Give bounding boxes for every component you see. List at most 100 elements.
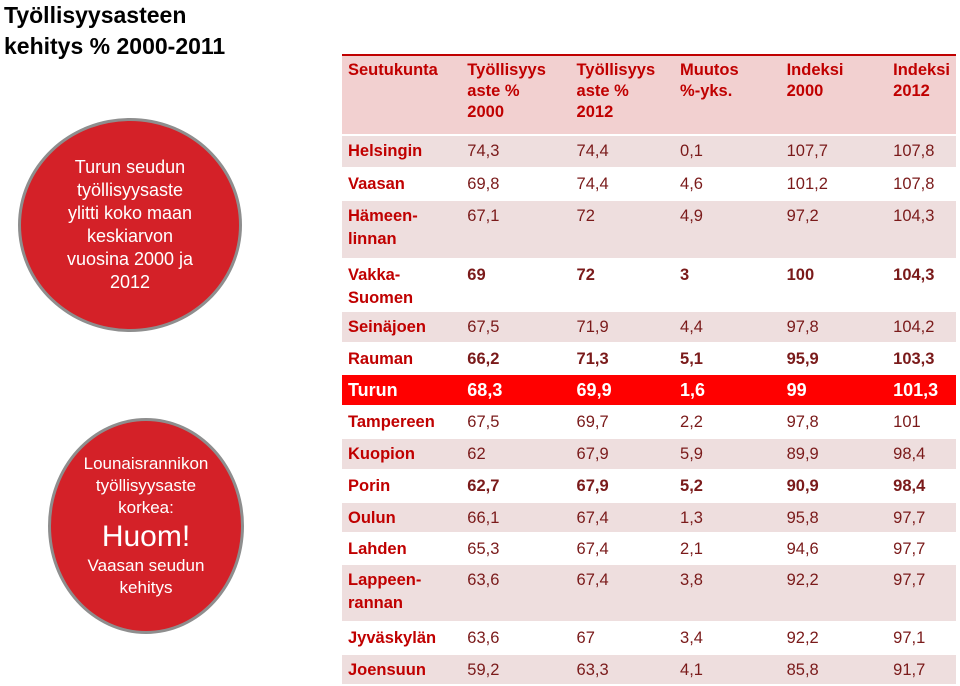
region-name-line: Suomen — [348, 289, 414, 307]
region-name-line: Turun — [348, 380, 398, 400]
value-cell: 67,9 — [576, 477, 609, 495]
column-header: Indeksi 2012 — [887, 55, 956, 135]
value-cell: 4,6 — [680, 175, 703, 193]
title-line-1: Työllisyysasteen — [4, 2, 187, 28]
value-cell: 67,4 — [576, 571, 609, 589]
value-cell: 59,2 — [467, 661, 500, 679]
table-row: Oulun 66,1 67,4 1,3 95,8 97,7 — [342, 502, 956, 533]
value-cell: 72 — [576, 207, 595, 225]
callout-emphasis: Huom! — [101, 520, 191, 553]
column-header-line: aste % — [467, 82, 520, 100]
value-cell: 67,5 — [467, 413, 500, 431]
region-name-line: Rauman — [348, 350, 414, 368]
region-name-line: Vaasan — [348, 175, 405, 193]
value-cell: 107,7 — [786, 142, 828, 160]
value-cell: 66,1 — [467, 509, 500, 527]
value-cell: 74,3 — [467, 142, 500, 160]
table-row: Tampereen 67,5 69,7 2,2 97,8 101 — [342, 406, 956, 438]
value-cell: 62,7 — [467, 477, 500, 495]
value-cell: 63,6 — [467, 571, 500, 589]
value-cell: 92,2 — [786, 571, 819, 589]
value-cell: 63,3 — [576, 661, 609, 679]
value-cell: 74,4 — [576, 142, 609, 160]
value-cell: 67 — [576, 629, 595, 647]
page-title: Työllisyysasteen kehitys % 2000-2011 — [4, 0, 304, 62]
region-name-cell: Tampereen — [342, 406, 461, 438]
column-header: Indeksi 2000 — [781, 55, 888, 135]
table-row: Turun 68,3 69,9 1,6 99 101,3 — [342, 374, 956, 406]
column-header: Työllisyys aste % 2000 — [461, 55, 570, 135]
value-cell: 69 — [467, 266, 486, 284]
value-cell: 85,8 — [786, 661, 819, 679]
column-header-line: %-yks. — [680, 82, 733, 100]
value-cell: 67,5 — [467, 318, 500, 336]
column-header-line: aste % — [576, 82, 629, 100]
value-cell: 104,3 — [893, 266, 935, 284]
value-cell: 103,3 — [893, 350, 935, 368]
value-cell: 65,3 — [467, 540, 500, 558]
value-cell: 3 — [680, 266, 690, 284]
region-name-line: Hämeen- — [348, 207, 418, 225]
table-row: Lahden 65,3 67,4 2,1 94,6 97,7 — [342, 533, 956, 564]
column-header-line: Työllisyys — [576, 61, 656, 79]
table-row: Porin 62,7 67,9 5,2 90,9 98,4 — [342, 470, 956, 502]
region-name-cell: Lappeen-rannan — [342, 564, 461, 622]
callout-line: Vaasan seudun — [87, 556, 205, 575]
region-name-line: Helsingin — [348, 142, 423, 160]
value-cell: 107,8 — [893, 175, 935, 193]
value-cell: 67,9 — [576, 445, 609, 463]
value-cell: 94,6 — [786, 540, 819, 558]
value-cell: 3,8 — [680, 571, 703, 589]
value-cell: 2,1 — [680, 540, 703, 558]
value-cell: 95,9 — [786, 350, 819, 368]
callout-turku: Turun seudun työllisyysaste ylitti koko … — [18, 118, 242, 332]
callout-southwest-coast: Lounaisrannikon työllisyysaste korkea: H… — [48, 418, 244, 634]
value-cell: 101,3 — [893, 380, 939, 400]
region-name-cell: Lahden — [342, 533, 461, 564]
table-row: Lappeen-rannan 63,6 67,4 3,8 92,2 97,7 — [342, 564, 956, 622]
region-name-cell: Kuopion — [342, 438, 461, 470]
value-cell: 69,9 — [576, 380, 612, 400]
employment-rate-table: Seutukunta Työllisyys aste % 2000 Työllisyys… — [342, 54, 956, 686]
value-cell: 95,8 — [786, 509, 819, 527]
value-cell: 67,4 — [576, 509, 609, 527]
region-name-line: rannan — [348, 594, 404, 612]
value-cell: 4,9 — [680, 207, 703, 225]
table-row: Kuopion 62 67,9 5,9 89,9 98,4 — [342, 438, 956, 470]
value-cell: 71,9 — [576, 318, 609, 336]
region-name-line: Vakka- — [348, 266, 401, 284]
value-cell: 101,2 — [786, 175, 828, 193]
value-cell: 100 — [786, 266, 815, 284]
value-cell: 97,1 — [893, 629, 926, 647]
column-header-line: 2000 — [467, 103, 505, 121]
region-name-line: Kuopion — [348, 445, 415, 463]
callout-line: työllisyysaste — [95, 476, 197, 495]
value-cell: 89,9 — [786, 445, 819, 463]
callout-line: korkea: — [118, 498, 174, 517]
table-row: Vakka- Suomen 69 72 3 100 104,3 — [342, 259, 956, 311]
column-header-line: 2012 — [576, 103, 614, 121]
value-cell: 3,4 — [680, 629, 703, 647]
value-cell: 5,1 — [680, 350, 703, 368]
region-name-cell: Turun — [342, 374, 461, 406]
region-name-line: Lappeen- — [348, 571, 422, 589]
value-cell: 97,8 — [786, 318, 819, 336]
value-cell: 104,2 — [893, 318, 935, 336]
table-row: Hämeen-linnan 67,1 72 4,9 97,2 104,3 — [342, 200, 956, 259]
region-name-cell: Oulun — [342, 502, 461, 533]
value-cell: 90,9 — [786, 477, 819, 495]
column-header-line: Työllisyys — [467, 61, 546, 79]
column-header-line: Muutos — [680, 61, 739, 79]
region-name-cell: Rauman — [342, 343, 461, 374]
region-name-line: Tampereen — [348, 413, 435, 431]
value-cell: 101 — [893, 413, 921, 431]
column-header-line: Seutukunta — [348, 61, 438, 79]
table-row: Rauman 66,2 71,3 5,1 95,9 103,3 — [342, 343, 956, 374]
value-cell: 74,4 — [576, 175, 609, 193]
value-cell: 69,8 — [467, 175, 500, 193]
value-cell: 2,2 — [680, 413, 703, 431]
value-cell: 1,3 — [680, 509, 703, 527]
column-header-line: Indeksi 2012 — [893, 61, 950, 100]
region-name-cell: Joensuun — [342, 654, 461, 685]
callout-line: kehitys — [119, 578, 173, 597]
